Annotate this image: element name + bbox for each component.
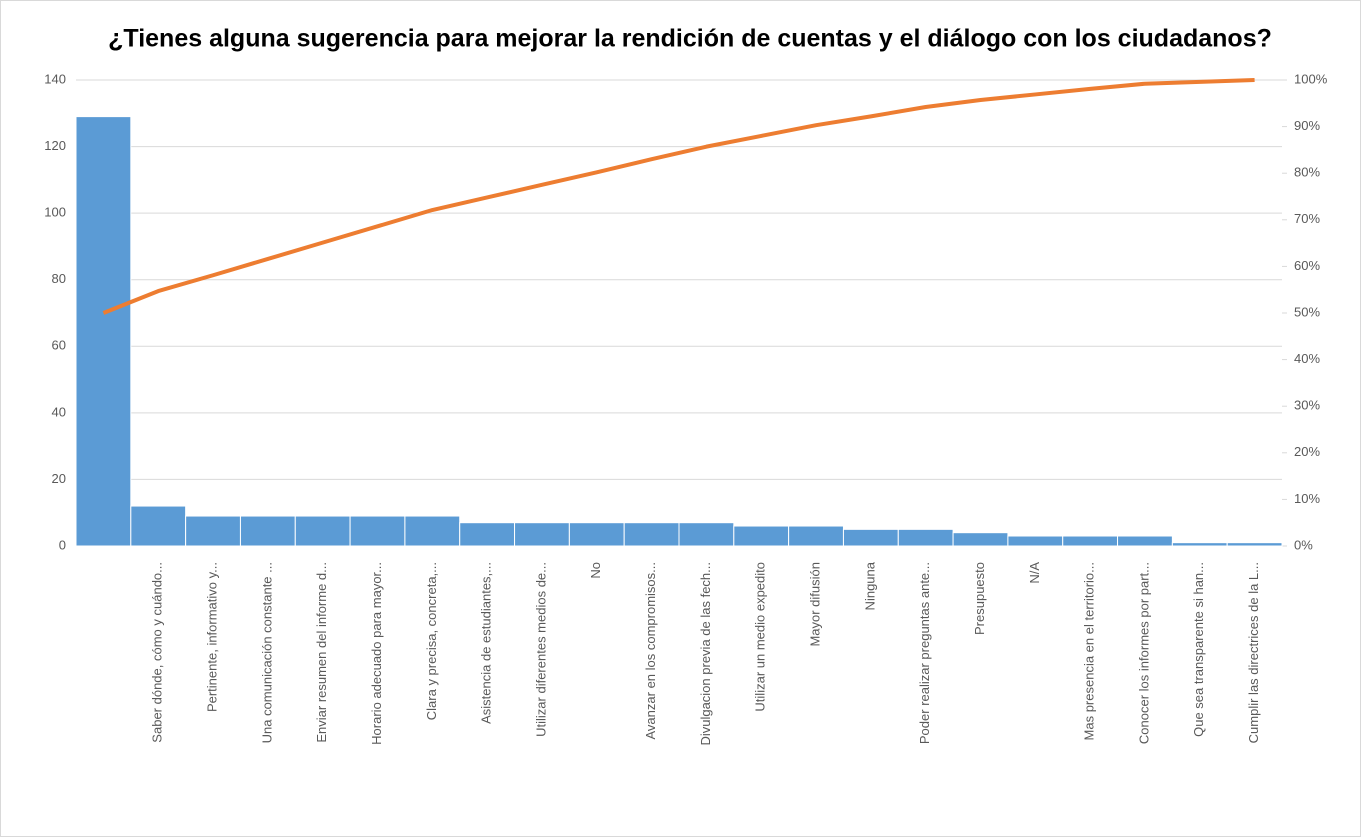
y-tick-label: 60	[52, 338, 66, 353]
x-tick-label: Presupuesto	[972, 562, 987, 635]
bar	[733, 525, 790, 547]
y2-tick-label: 0%	[1294, 537, 1313, 552]
x-tick-label: Avanzar en los compromisos...	[643, 562, 658, 740]
bar	[1226, 542, 1283, 547]
x-tick-label: Que sea transparente si han...	[1191, 562, 1206, 737]
chart-title: ¿Tienes alguna sugerencia para mejorar l…	[108, 25, 1272, 53]
y-tick-label: 80	[52, 271, 66, 286]
y2-tick-label: 20%	[1294, 444, 1320, 459]
bar	[678, 522, 735, 547]
y-tick-label: 0	[59, 537, 66, 552]
y-tick-label: 100	[44, 205, 66, 220]
x-tick-label: Ninguna	[862, 561, 877, 610]
bar	[568, 522, 625, 547]
y2-tick-label: 40%	[1294, 351, 1320, 366]
bar	[349, 515, 406, 547]
bar	[294, 515, 351, 547]
bar	[952, 532, 1009, 547]
bar	[1062, 535, 1119, 547]
bar	[514, 522, 570, 547]
y2-tick-label: 70%	[1294, 211, 1320, 226]
bar	[1007, 535, 1064, 547]
x-tick-label: Pertinente, informativo y...	[204, 562, 219, 712]
x-tick-label: Saber dónde, cómo y cuándo...	[150, 562, 165, 743]
y2-tick-label: 100%	[1294, 71, 1328, 86]
bar	[185, 515, 241, 547]
bar	[1117, 535, 1173, 547]
bar	[404, 515, 461, 547]
x-tick-label: Conocer los informes por part...	[1136, 562, 1151, 744]
x-tick-label: Mayor difusión	[807, 562, 822, 647]
x-tick-label: Divulgacion previa de las fech...	[698, 562, 713, 746]
bar	[75, 116, 132, 547]
y2-tick-label: 80%	[1294, 165, 1320, 180]
y-tick-label: 140	[44, 71, 66, 86]
x-tick-label: Clara y precisa, concreta,...	[424, 562, 439, 720]
bar	[842, 528, 899, 547]
y-tick-label: 20	[52, 471, 66, 486]
cumulative-line	[102, 78, 1255, 315]
bar	[459, 522, 516, 547]
x-tick-label: Horario adecuado para mayor...	[369, 562, 384, 745]
x-tick-label: Asistencia de estudiantes,...	[479, 562, 494, 724]
bar	[897, 528, 954, 547]
x-tick-label: Enviar resumen del informe d...	[314, 562, 329, 743]
y2-tick-label: 50%	[1294, 304, 1320, 319]
x-tick-label: Mas presencia en el territorio...	[1082, 562, 1097, 740]
x-tick-label: Una comunicación constante ...	[259, 562, 274, 743]
y-tick-label: 120	[44, 138, 66, 153]
y2-tick-label: 10%	[1294, 491, 1320, 506]
x-tick-label: Utilizar un medio expedito	[753, 562, 768, 712]
x-tick-label: Cumplir las directrices de la L...	[1246, 562, 1261, 743]
bar	[788, 525, 844, 547]
y2-tick-label: 60%	[1294, 258, 1320, 273]
x-tick-label: Poder realizar preguntas ante...	[917, 562, 932, 744]
bar	[1171, 542, 1228, 547]
x-tick-label: Utilizar diferentes medios de...	[533, 562, 548, 737]
bar	[623, 522, 680, 547]
bar	[239, 515, 296, 547]
bar	[130, 505, 187, 547]
y2-tick-label: 30%	[1294, 398, 1320, 413]
y2-tick-label: 90%	[1294, 118, 1320, 133]
x-tick-label: No	[588, 562, 603, 579]
x-tick-label: N/A	[1027, 562, 1042, 584]
y-tick-label: 40	[52, 404, 66, 419]
